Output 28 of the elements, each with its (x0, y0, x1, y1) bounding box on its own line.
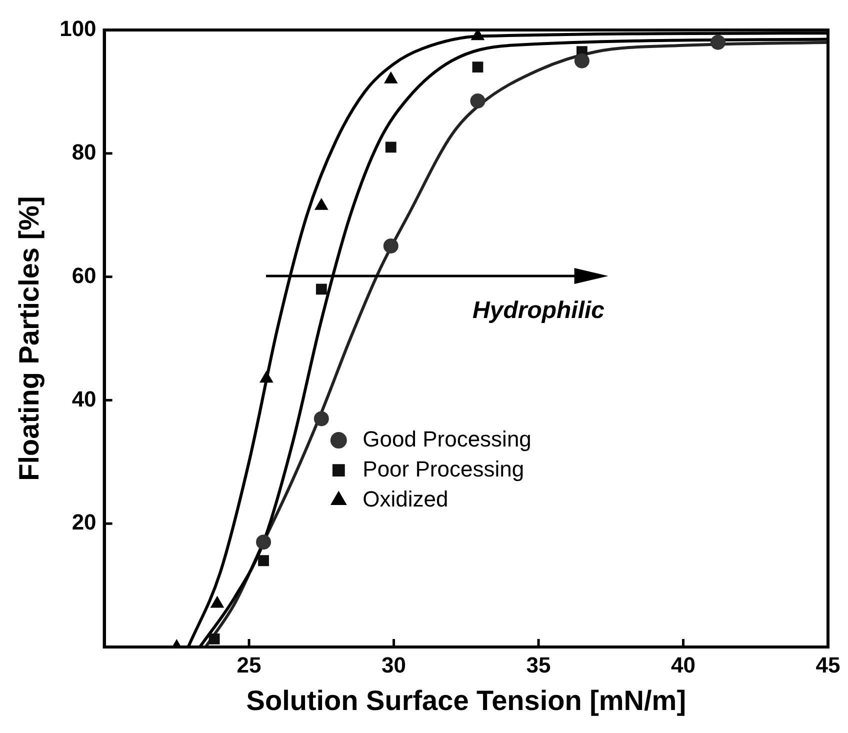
point (470, 93, 486, 108)
point (574, 53, 590, 68)
y-tick-label: 40 (72, 386, 96, 412)
y-tick-label: 60 (72, 262, 96, 288)
y-tick-label: 20 (72, 510, 96, 535)
y-axis-title: Floating Particles [%] (14, 196, 45, 481)
x-tick-label: 25 (236, 652, 262, 678)
point (314, 411, 329, 426)
point (383, 238, 398, 254)
x-tick-label: 40 (671, 652, 696, 678)
legend-label: Good Processing (362, 426, 532, 452)
point (471, 30, 484, 40)
point (316, 284, 327, 295)
annotation: Hydrophilic (472, 296, 605, 324)
point (208, 634, 220, 644)
x-tick-label: 45 (816, 652, 840, 678)
point (256, 534, 272, 550)
x-tick-label: 35 (526, 652, 551, 678)
x-axis-title: Solution Surface Tension [mN/m] (246, 684, 686, 716)
legend-label: Oxidized (362, 486, 448, 512)
y-tick-label: 80 (72, 139, 96, 164)
point (472, 62, 484, 72)
x-tick-label: 30 (382, 652, 406, 678)
point (258, 555, 269, 566)
point (385, 142, 396, 153)
y-tick-label: 100 (60, 16, 96, 42)
legend-label: Poor Processing (362, 456, 524, 482)
point (710, 34, 726, 50)
